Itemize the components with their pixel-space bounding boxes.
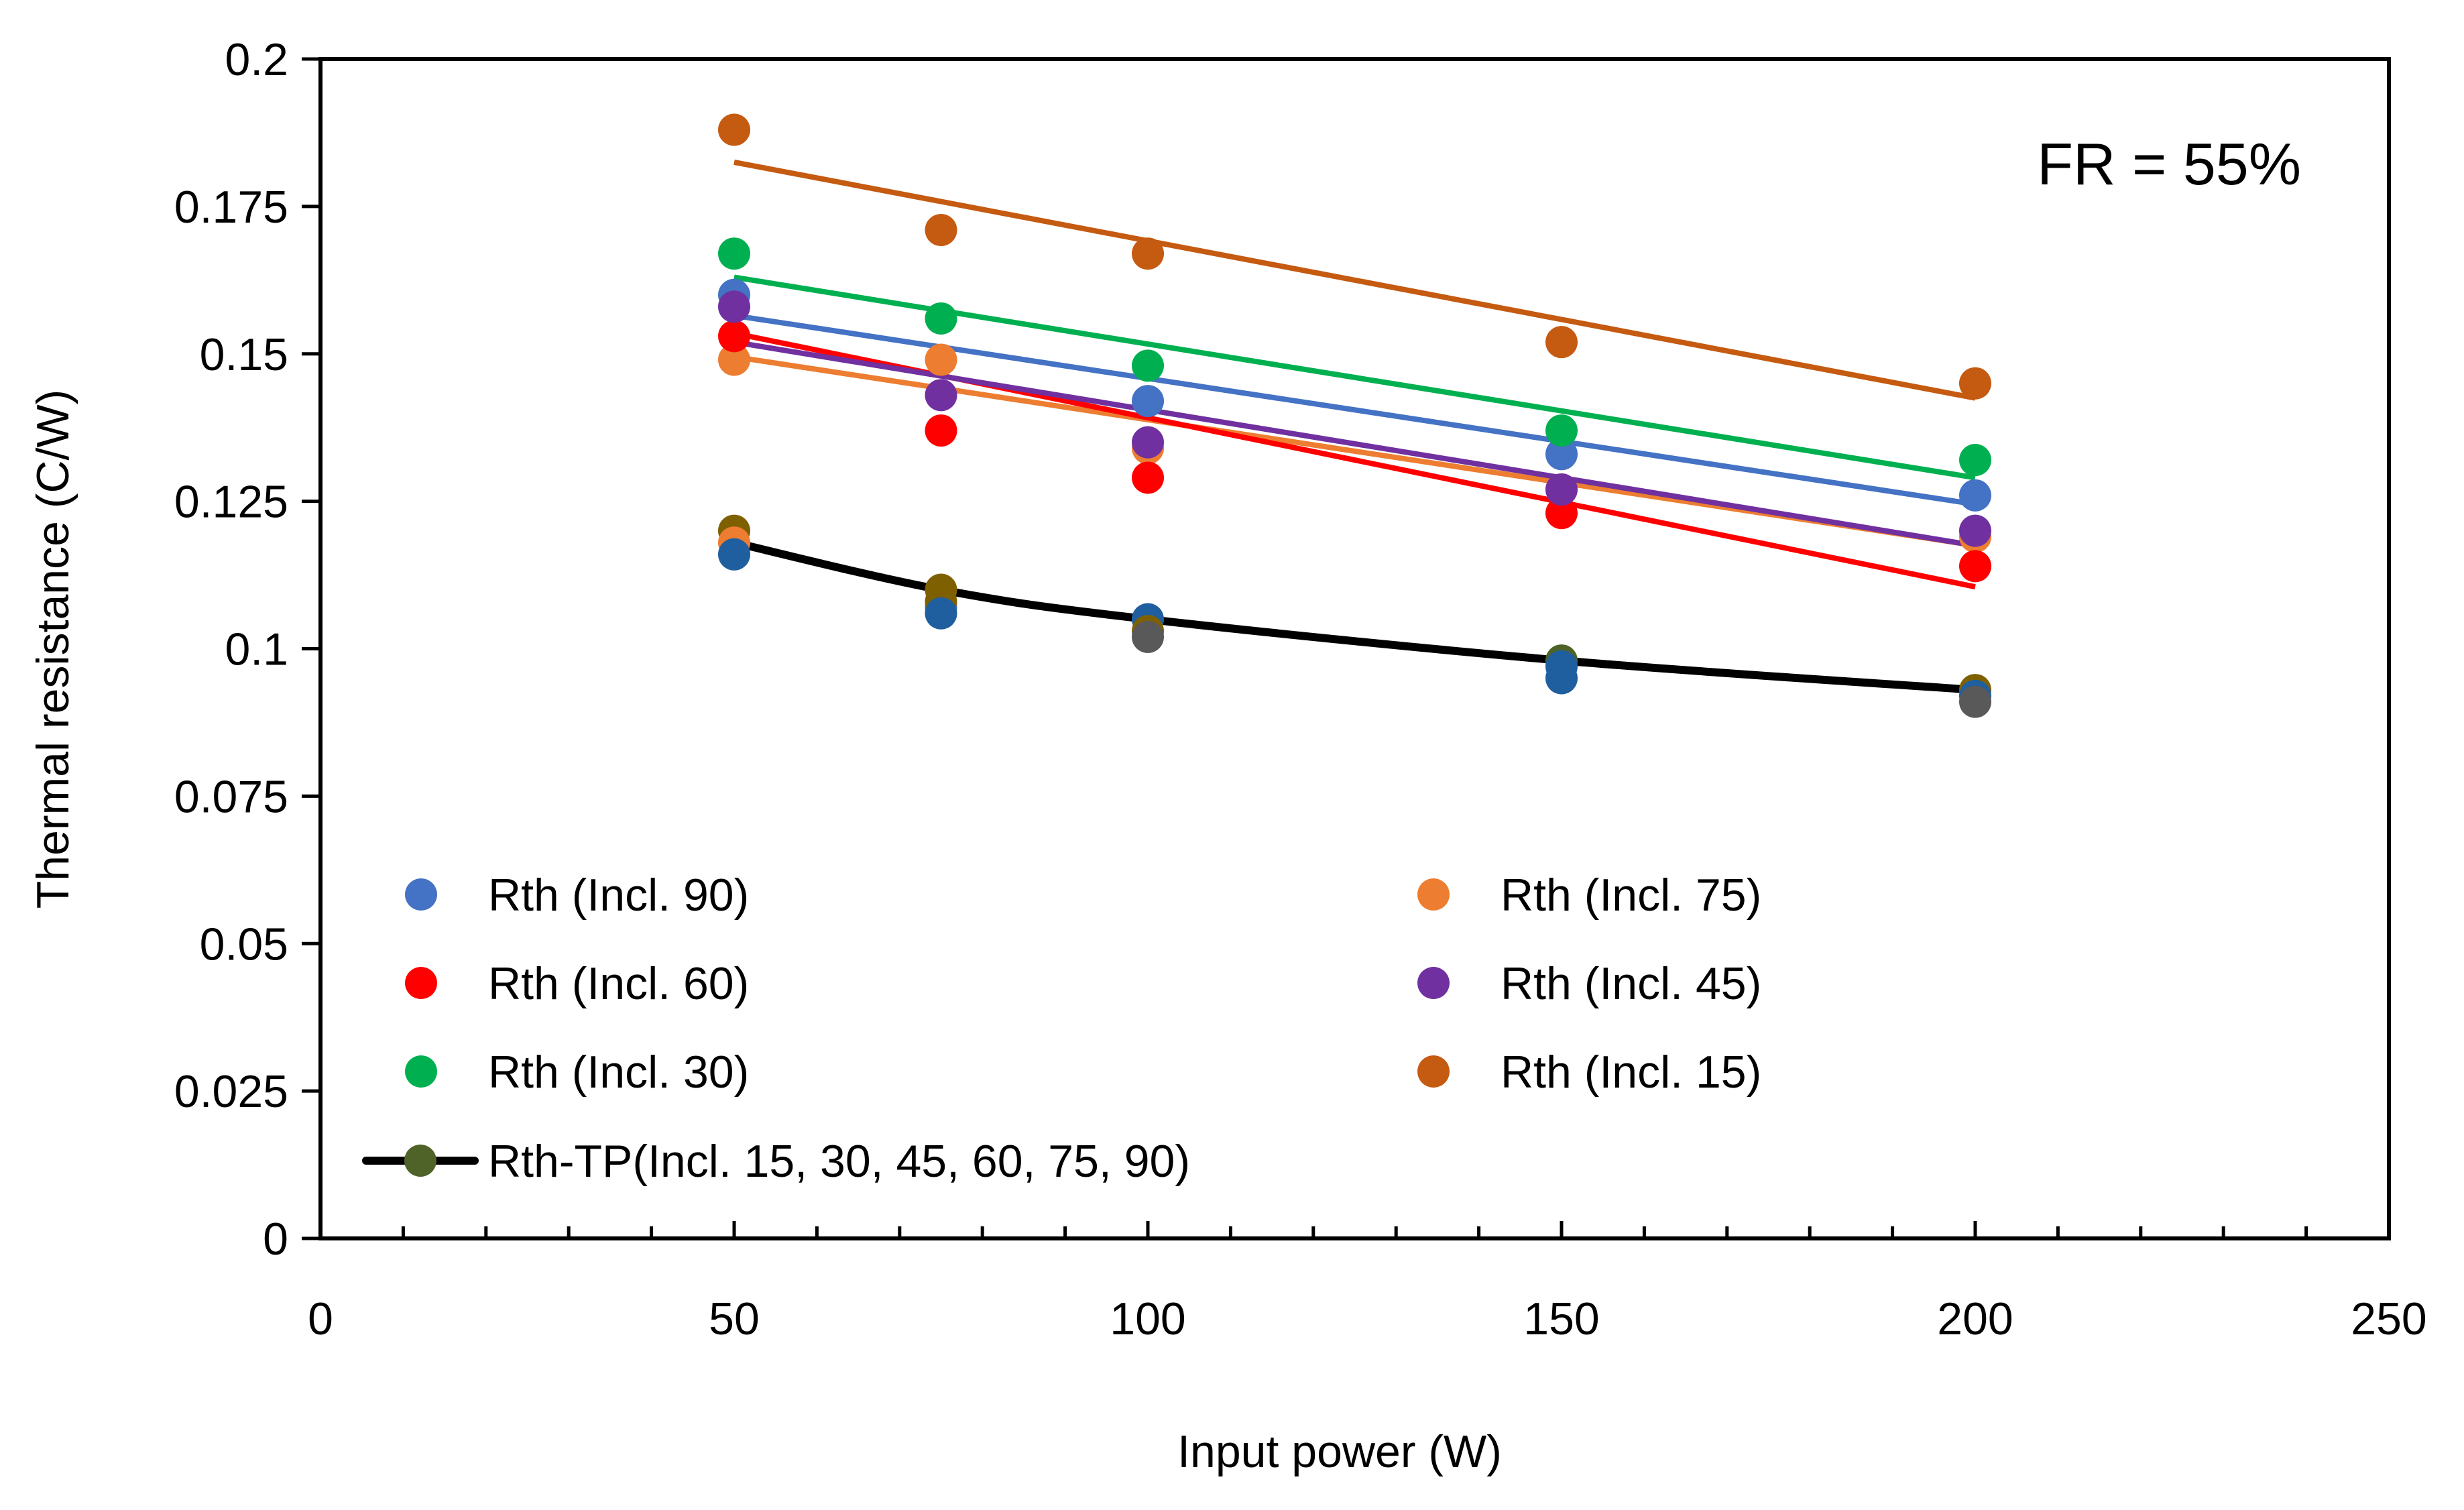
tp-point-x75-2 [925, 597, 957, 630]
y-tick-label-6: 0.15 [200, 329, 288, 380]
tp-point-x150-2 [1545, 662, 1578, 695]
legend-label-5: Rth (Incl. 15) [1501, 1047, 1761, 1098]
point-series-5-x75 [925, 214, 957, 247]
x-axis-title: Input power (W) [1177, 1426, 1502, 1477]
y-tick-label-8: 0.2 [225, 34, 288, 85]
point-series-3-x50 [718, 290, 750, 323]
y-tick-labels: 0 0.025 0.05 0.075 0.1 0.125 0.15 0.175 0.2 [174, 34, 288, 1265]
trendline-series-5 [734, 159, 1976, 401]
tp-point-x50-2 [718, 538, 750, 571]
annotation-fr: FR = 55% [2037, 131, 2301, 197]
x-tick-label-2: 100 [1110, 1293, 1185, 1344]
point-series-1-x75 [925, 343, 957, 376]
point-series-2-x150 [1545, 497, 1578, 530]
point-series-4-x100 [1132, 349, 1164, 382]
legend-label-3: Rth (Incl. 45) [1501, 958, 1761, 1009]
x-tick-label-5: 250 [2351, 1293, 2426, 1344]
y-tick-label-7: 0.175 [174, 182, 288, 233]
legend-marker-5 [1417, 1055, 1450, 1088]
legend-tp-marker [404, 1145, 436, 1177]
point-series-5-x50 [718, 113, 750, 146]
legend-label-2: Rth (Incl. 60) [488, 958, 749, 1009]
point-series-2-x50 [718, 320, 750, 353]
x-tick-label-1: 50 [709, 1293, 760, 1344]
y-tick-label-2: 0.05 [200, 919, 288, 970]
point-series-0-x150 [1545, 438, 1578, 471]
x-tick-label-4: 200 [1937, 1293, 2013, 1344]
point-series-0-x200 [1959, 479, 1991, 512]
point-series-2-x200 [1959, 550, 1991, 583]
x-tick-labels: 0 50 100 150 200 250 [308, 1293, 2427, 1344]
point-series-3-x100 [1132, 426, 1164, 459]
point-series-5-x200 [1959, 367, 1991, 400]
point-series-3-x200 [1959, 514, 1991, 547]
tp-curve [730, 538, 1979, 695]
y-tick-label-1: 0.025 [174, 1066, 288, 1117]
legend-marker-0 [405, 878, 437, 911]
y-axis-title: Thermal resistance (C/W) [27, 390, 78, 909]
axis-ticks [302, 57, 2391, 1240]
x-tick-label-0: 0 [308, 1293, 333, 1344]
legend-label-1: Rth (Incl. 75) [1501, 870, 1761, 921]
tp-point-x100-2 [1132, 620, 1164, 653]
point-series-4-x50 [718, 237, 750, 270]
point-series-1-x50 [718, 343, 750, 376]
y-tick-label-0: 0 [263, 1214, 288, 1265]
legend-tp-label: Rth-TP(Incl. 15, 30, 45, 60, 75, 90) [488, 1136, 1190, 1187]
point-series-3-x150 [1545, 473, 1578, 506]
point-series-0-x100 [1132, 385, 1164, 418]
data-points [718, 113, 1991, 718]
point-series-5-x150 [1545, 326, 1578, 359]
legend-label-0: Rth (Incl. 90) [488, 870, 749, 921]
legend-marker-3 [1417, 967, 1450, 999]
legend-label-4: Rth (Incl. 30) [488, 1047, 749, 1098]
x-tick-label-3: 150 [1523, 1293, 1599, 1344]
legend: Rth (Incl. 90) Rth (Incl. 75) Rth (Incl. 6… [362, 870, 1761, 1187]
point-series-2-x100 [1132, 461, 1164, 494]
tp-point-x200-2 [1959, 685, 1991, 718]
y-tick-label-4: 0.1 [225, 624, 288, 675]
legend-marker-2 [405, 967, 437, 999]
point-series-5-x100 [1132, 237, 1164, 270]
y-tick-label-5: 0.125 [174, 477, 288, 528]
point-series-4-x75 [925, 302, 957, 335]
point-series-2-x75 [925, 414, 957, 447]
trendline-series-3 [734, 339, 1976, 548]
tp-curve-line [730, 538, 1979, 695]
y-tick-label-3: 0.075 [174, 771, 288, 822]
legend-marker-4 [405, 1055, 437, 1088]
point-series-4-x200 [1959, 444, 1991, 477]
point-series-3-x75 [925, 379, 957, 412]
legend-marker-1 [1417, 878, 1450, 911]
point-series-4-x150 [1545, 414, 1578, 447]
